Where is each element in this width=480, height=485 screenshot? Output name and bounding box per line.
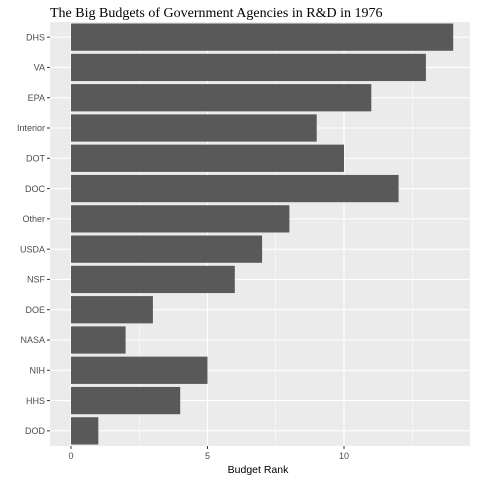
y-tick-label: VA: [34, 63, 45, 73]
y-tick-label: DOC: [25, 184, 46, 194]
y-tick-label: HHS: [26, 396, 45, 406]
bar-dot: [71, 145, 344, 172]
bar-nih: [71, 357, 208, 384]
y-tick-label: DOD: [25, 426, 46, 436]
y-tick-label: DHS: [26, 32, 45, 42]
y-tick-label: NIH: [30, 365, 46, 375]
bar-epa: [71, 84, 371, 111]
bar-usda: [71, 236, 262, 263]
y-tick-label: Other: [22, 214, 45, 224]
y-tick-label: NSF: [27, 275, 46, 285]
y-tick-label: DOT: [26, 153, 46, 163]
bar-doe: [71, 296, 153, 323]
y-tick-label: NASA: [20, 335, 45, 345]
y-axis: DHS VA EPA Interior DOT DOC Other USDA NSF DOE NAS…: [17, 32, 50, 436]
bar-doc: [71, 175, 399, 202]
bar-hhs: [71, 387, 180, 414]
bar-va: [71, 54, 426, 81]
x-axis-title: Budget Rank: [228, 464, 289, 476]
bar-nasa: [71, 326, 126, 353]
x-axis: 0 5 10: [68, 446, 349, 461]
y-tick-label: EPA: [28, 93, 45, 103]
y-tick-label: USDA: [20, 244, 45, 254]
chart-title: The Big Budgets of Government Agencies i…: [50, 6, 382, 21]
bar-interior: [71, 114, 317, 141]
bar-other: [71, 205, 289, 232]
bar-dhs: [71, 24, 453, 51]
y-tick-label: Interior: [17, 123, 45, 133]
x-tick-label: 0: [68, 451, 73, 461]
bar-nsf: [71, 266, 235, 293]
x-tick-label: 5: [205, 451, 210, 461]
y-tick-label: DOE: [25, 305, 45, 315]
x-tick-label: 10: [339, 451, 349, 461]
bar-dod: [71, 417, 98, 444]
